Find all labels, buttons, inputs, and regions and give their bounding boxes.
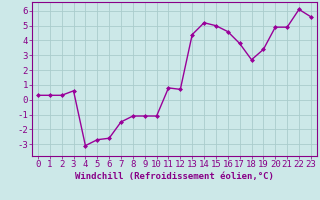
X-axis label: Windchill (Refroidissement éolien,°C): Windchill (Refroidissement éolien,°C) [75, 172, 274, 181]
